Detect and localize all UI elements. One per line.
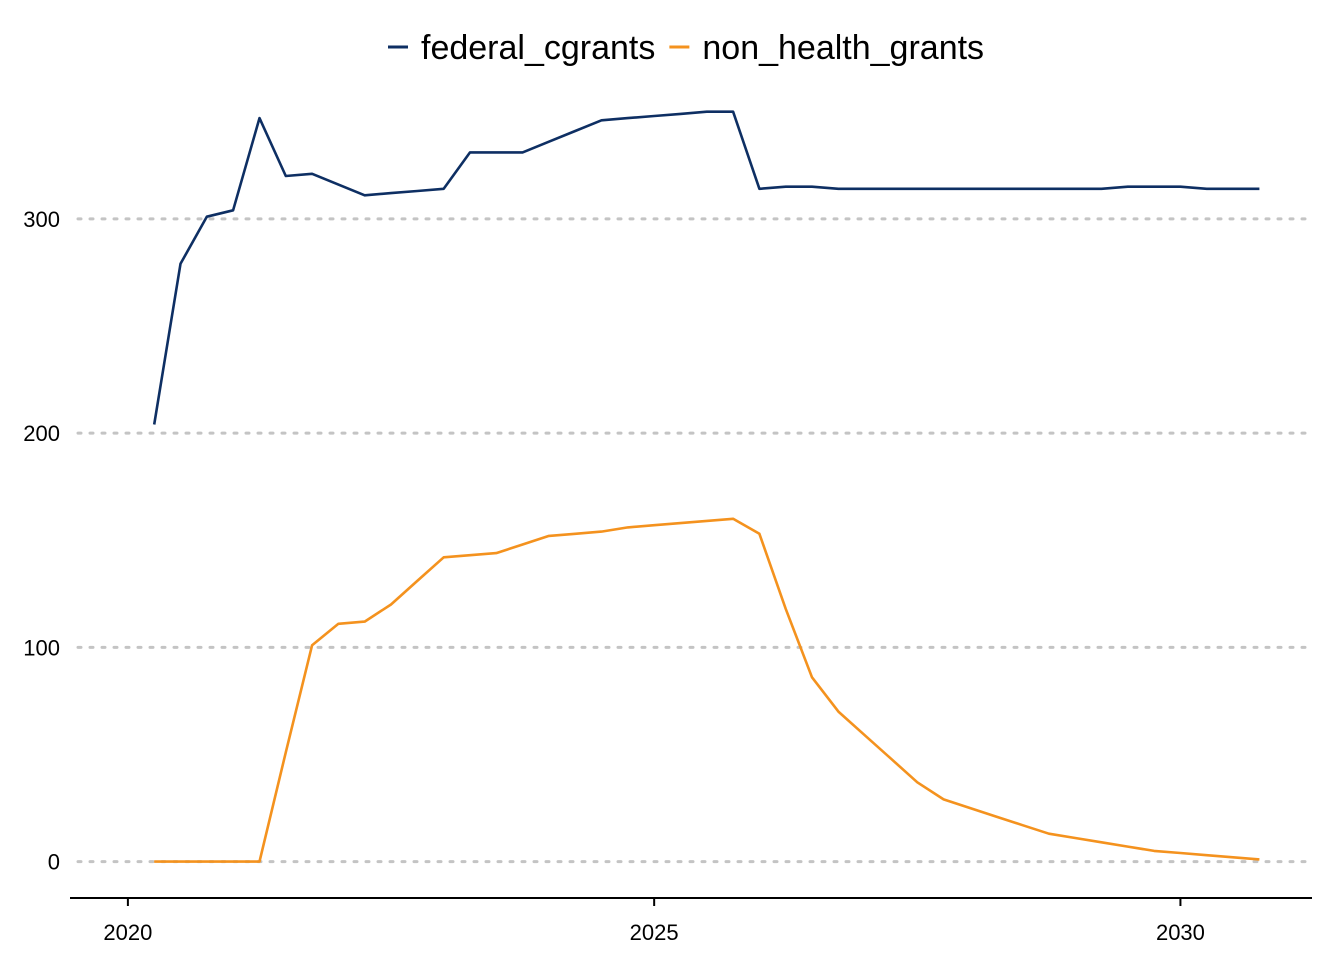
x-tick-label: 2020 bbox=[103, 920, 152, 945]
x-axis-ticks: 2020 2025 2030 bbox=[103, 898, 1205, 945]
y-tick-label: 0 bbox=[48, 850, 60, 875]
series-lines bbox=[152, 110, 1260, 863]
x-tick-label: 2030 bbox=[1156, 920, 1205, 945]
y-tick-label: 200 bbox=[23, 421, 60, 446]
y-axis-ticks: 0 100 200 300 bbox=[23, 207, 60, 875]
legend-label-federal_cgrants: federal_cgrants bbox=[421, 29, 655, 67]
grid-lines bbox=[76, 217, 1308, 864]
y-tick-label: 300 bbox=[23, 207, 60, 232]
y-tick-label: 100 bbox=[23, 635, 60, 660]
legend-label-non_health_grants: non_health_grants bbox=[702, 29, 984, 67]
x-tick-label: 2025 bbox=[630, 920, 679, 945]
series-line-non_health_grants bbox=[154, 517, 1260, 863]
series-line-federal_cgrants bbox=[152, 110, 1260, 425]
legend: federal_cgrants non_health_grants bbox=[388, 29, 984, 67]
